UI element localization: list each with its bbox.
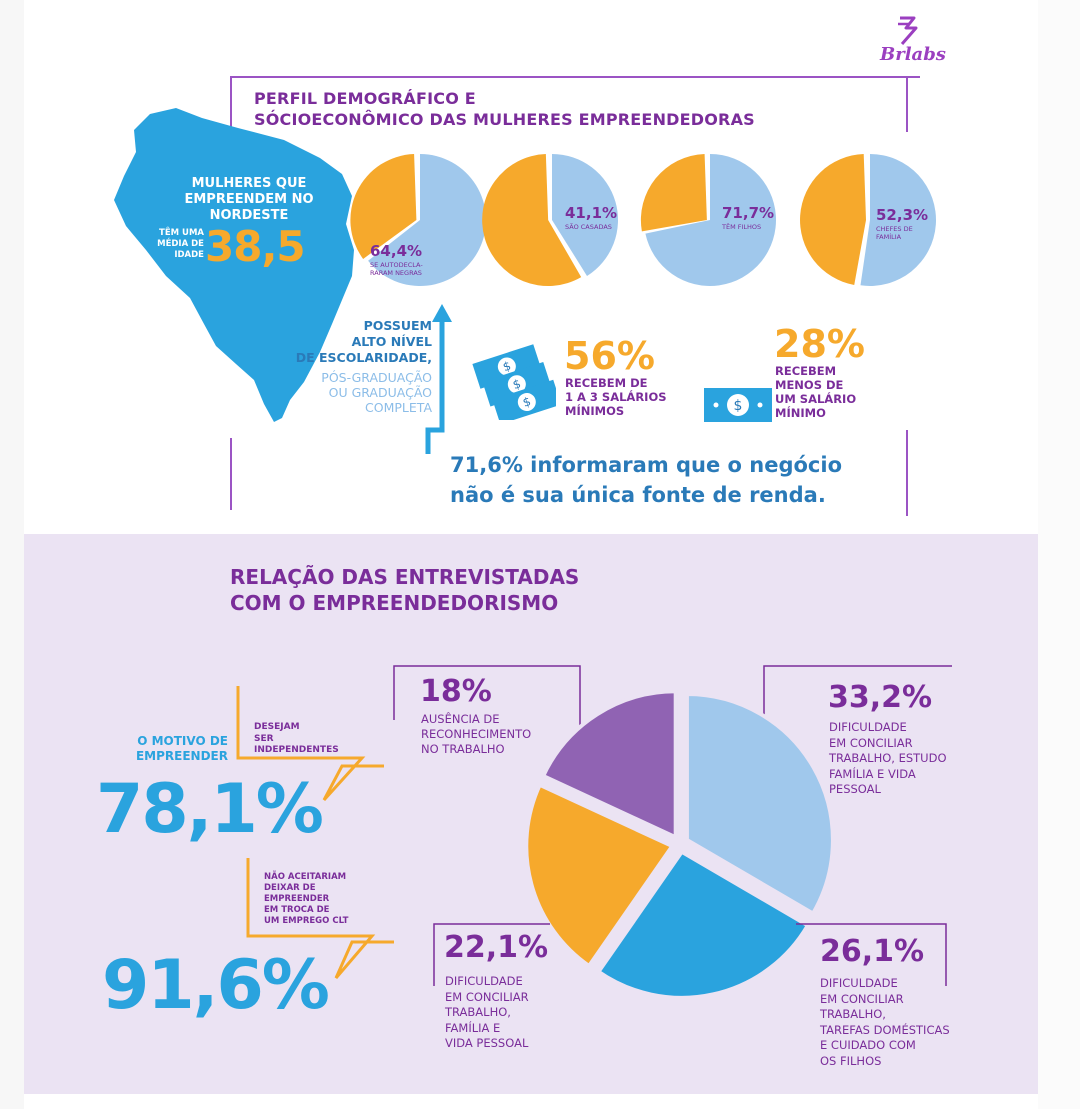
pie-slice-rest bbox=[482, 154, 582, 286]
age-label: TÊM UMA MÉDIA DE IDADE bbox=[157, 228, 204, 260]
pie-slice-filhos bbox=[595, 849, 811, 1000]
pie-chart-chefes bbox=[800, 154, 936, 286]
desejam-label: DESEJAM SER INDEPENDENTES bbox=[254, 722, 339, 755]
brlabs-logo-text: Brlabs bbox=[880, 44, 946, 65]
pie-slice-highlight bbox=[368, 154, 486, 286]
pie-sub-chefes: CHEFES DE FAMÍLIA bbox=[876, 225, 913, 241]
pie-value-filhos: 71,7% bbox=[722, 204, 775, 222]
pie-sub-filhos: TÊM FILHOS bbox=[722, 223, 762, 231]
page-footer bbox=[24, 1094, 1038, 1109]
pie-sub-casadas: SÃO CASADAS bbox=[565, 223, 612, 231]
slice-value-reconhecimento: 18% bbox=[420, 674, 492, 709]
pie-slice-highlight bbox=[645, 154, 776, 286]
escolaridade-light-text: PÓS-GRADUAÇÃO OU GRADUAÇÃO COMPLETA bbox=[321, 370, 432, 415]
stat-78-1: 78,1% bbox=[96, 770, 324, 849]
nordeste-map-icon bbox=[114, 108, 354, 422]
stat-91-6: 91,6% bbox=[102, 946, 330, 1025]
infographic-page: Brlabs PERFIL DEMOGRÁFICO E SÓCIOECONÔMI… bbox=[24, 0, 1038, 1109]
pie-slice-reconhecimento bbox=[540, 689, 678, 841]
income-28-text: RECEBEM MENOS DE UM SALÁRIO MÍNIMO bbox=[775, 364, 857, 420]
slice-text-familia: DIFICULDADE EM CONCILIAR TRABALHO, FAMÍL… bbox=[445, 974, 529, 1050]
map-label: MULHERES QUE EMPREENDEM NO NORDESTE bbox=[184, 176, 314, 223]
slice-value-estudo: 33,2% bbox=[828, 680, 933, 715]
pie-sub-negras: SE AUTODECLA- RARAM NEGRAS bbox=[370, 261, 423, 277]
frame-line bbox=[230, 76, 920, 78]
frame-line bbox=[230, 438, 232, 510]
pie-slice-familia bbox=[524, 782, 676, 969]
slice-text-estudo: DIFICULDADE EM CONCILIAR TRABALHO, ESTUD… bbox=[829, 720, 947, 796]
age-value: 38,5 bbox=[205, 222, 306, 271]
section2-title-line2: COM O EMPREENDEDORISMO bbox=[230, 591, 559, 615]
pie-slice-rest bbox=[350, 154, 417, 259]
svg-text:$: $ bbox=[734, 398, 743, 414]
slice-text-filhos: DIFICULDADE EM CONCILIAR TRABALHO, TAREF… bbox=[820, 976, 950, 1068]
pie-chart-filhos bbox=[640, 154, 776, 286]
renda-line2: não é sua única fonte de renda. bbox=[450, 483, 826, 507]
callout-lines-bottom bbox=[433, 923, 947, 986]
section2-title-line1: RELAÇÃO DAS ENTREVISTADAS bbox=[230, 565, 580, 589]
brlabs-logo-icon bbox=[898, 16, 918, 45]
money-stack-icon: $ $ $ bbox=[472, 344, 556, 420]
income-56-value: 56% bbox=[564, 334, 655, 378]
page-margin-left bbox=[0, 0, 24, 1109]
income-28-value: 28% bbox=[774, 322, 865, 366]
svg-text:$: $ bbox=[511, 376, 523, 392]
pie-value-casadas: 41,1% bbox=[565, 204, 618, 222]
section1-title-line2: SÓCIOECONÔMICO DAS MULHERES EMPREENDEDOR… bbox=[254, 110, 755, 129]
pie-value-negras: 64,4% bbox=[370, 242, 423, 260]
svg-text:$: $ bbox=[501, 359, 513, 375]
pie-slice-highlight bbox=[860, 154, 936, 286]
speech-bubble-icon bbox=[236, 686, 394, 979]
difficulty-pie-chart bbox=[524, 689, 835, 1000]
page-margin-right bbox=[1038, 0, 1080, 1109]
pie-chart-casadas bbox=[482, 154, 618, 286]
section1-title: PERFIL DEMOGRÁFICO E SÓCIOECONÔMICO DAS … bbox=[254, 88, 755, 130]
slice-value-filhos: 26,1% bbox=[820, 934, 925, 969]
frame-line bbox=[906, 430, 908, 516]
frame-line bbox=[906, 76, 908, 132]
nao-aceitariam-label: NÃO ACEITARIAM DEIXAR DE EMPREENDER EM T… bbox=[264, 872, 349, 926]
arrow-up-icon bbox=[425, 304, 452, 454]
pie-chart-negras bbox=[350, 154, 486, 286]
pie-slice-estudo bbox=[684, 692, 835, 917]
income-56-text: RECEBEM DE 1 A 3 SALÁRIOS MÍNIMOS bbox=[565, 376, 667, 418]
pie-slice-highlight bbox=[552, 154, 618, 276]
pie-slice-rest bbox=[640, 154, 707, 232]
pie-value-chefes: 52,3% bbox=[876, 206, 929, 224]
money-bill-icon: $ bbox=[704, 388, 772, 422]
frame-line bbox=[230, 76, 232, 128]
demographic-section: Brlabs PERFIL DEMOGRÁFICO E SÓCIOECONÔMI… bbox=[24, 0, 1038, 534]
motivo-label: O MOTIVO DE EMPREENDER bbox=[135, 734, 228, 763]
section1-title-line1: PERFIL DEMOGRÁFICO E bbox=[254, 89, 476, 108]
slice-value-familia: 22,1% bbox=[444, 930, 549, 965]
section2-title: RELAÇÃO DAS ENTREVISTADAS COM O EMPREEND… bbox=[230, 564, 579, 616]
renda-statement: 71,6% informaram que o negócio não é sua… bbox=[450, 450, 842, 510]
callout-lines bbox=[393, 665, 952, 750]
slice-text-reconhecimento: AUSÊNCIA DE RECONHECIMENTO NO TRABALHO bbox=[421, 712, 532, 756]
renda-line1: 71,6% informaram que o negócio bbox=[450, 453, 843, 477]
pie-slice-rest bbox=[800, 154, 867, 285]
escolaridade-text: POSSUEM ALTO NÍVEL DE ESCOLARIDADE, bbox=[295, 318, 432, 365]
svg-text:$: $ bbox=[521, 394, 533, 410]
